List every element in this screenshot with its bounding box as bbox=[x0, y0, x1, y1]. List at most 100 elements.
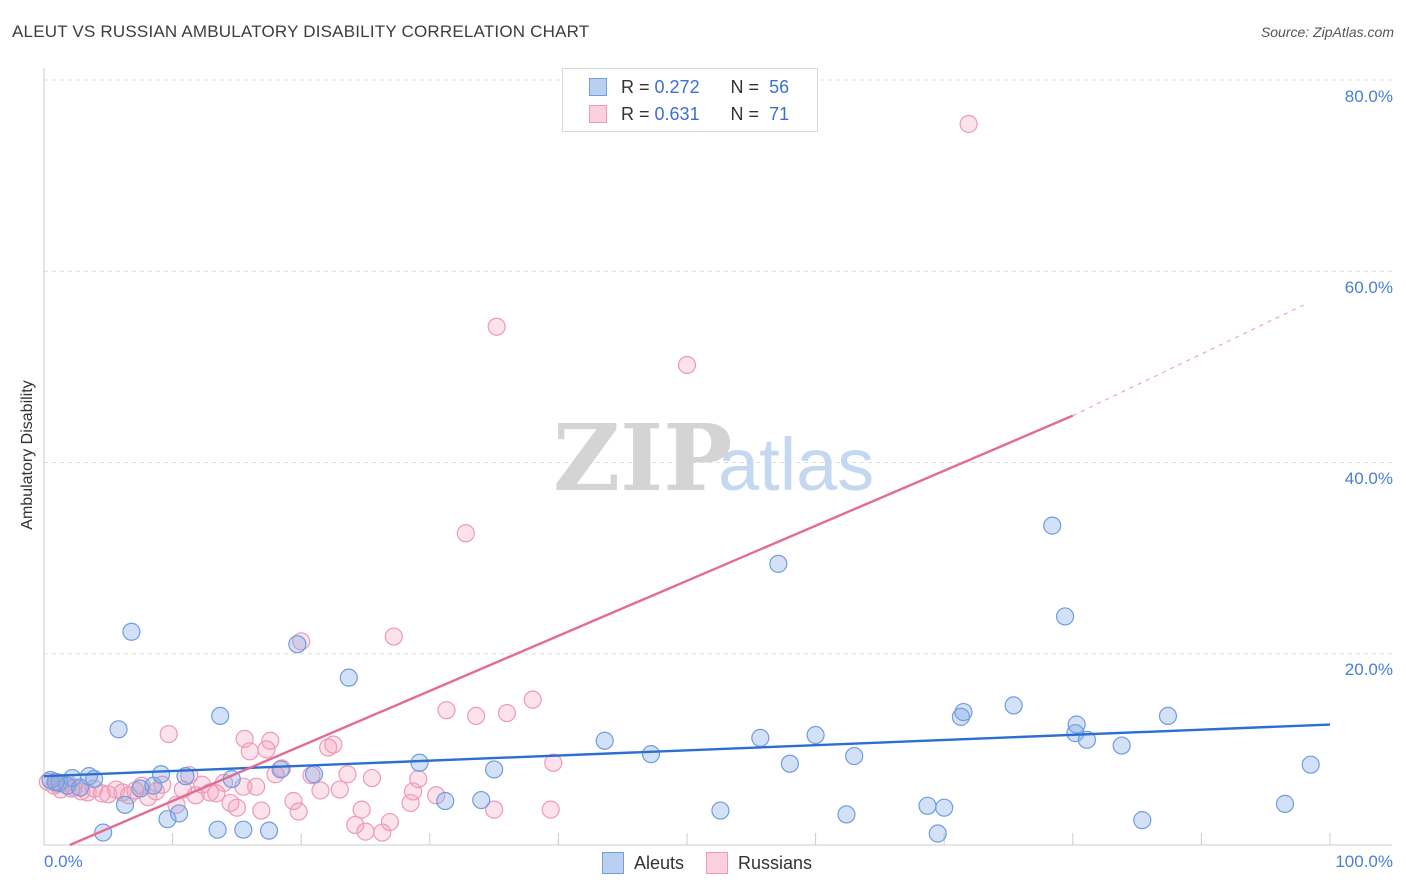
russian-point bbox=[544, 753, 563, 772]
aleut-swatch bbox=[589, 78, 607, 96]
russian-point bbox=[311, 781, 330, 800]
russian-point bbox=[497, 703, 517, 723]
aleut-point bbox=[472, 790, 491, 810]
x-tick-min: 0.0% bbox=[44, 852, 83, 871]
russian-point bbox=[289, 802, 308, 821]
aleut-point bbox=[711, 801, 730, 820]
aleut-point bbox=[837, 805, 856, 824]
russian-series bbox=[38, 114, 978, 842]
aleut-point bbox=[1301, 755, 1320, 774]
russian-point bbox=[247, 777, 266, 796]
russian-point bbox=[346, 815, 365, 835]
legend-item-russians[interactable]: Russians bbox=[706, 852, 812, 874]
aleut-point bbox=[641, 745, 661, 764]
aleut-point bbox=[158, 810, 177, 829]
aleut-point bbox=[845, 746, 864, 766]
y-axis-label: Ambulatory Disability bbox=[19, 380, 36, 530]
russian-point bbox=[257, 740, 276, 759]
russian-point bbox=[541, 800, 560, 819]
legend-r-label: R = bbox=[621, 103, 650, 124]
aleut-point bbox=[595, 731, 614, 750]
aleut-point bbox=[1112, 736, 1131, 755]
aleut-point bbox=[436, 791, 455, 811]
gridlines bbox=[44, 79, 1392, 655]
legend-row-russians: R = 0.631 N = 71 bbox=[589, 102, 789, 126]
trend-lines bbox=[43, 304, 1331, 847]
russian-point bbox=[240, 742, 259, 761]
aleut-point bbox=[271, 760, 290, 779]
aleut-point bbox=[954, 702, 973, 722]
russian-point bbox=[409, 769, 428, 789]
russian-point bbox=[319, 738, 338, 757]
aleut-point bbox=[410, 753, 429, 772]
russian-point bbox=[487, 317, 506, 336]
russian-point bbox=[523, 690, 542, 709]
russian-point bbox=[485, 800, 504, 819]
aleut-point bbox=[122, 622, 141, 641]
aleut-point bbox=[304, 765, 324, 784]
correlation-legend: R = 0.272 N = 56 R = 0.631 N = 71 bbox=[562, 68, 818, 132]
aleut-point bbox=[109, 720, 128, 739]
aleut-point bbox=[928, 824, 947, 843]
russian-point bbox=[92, 784, 111, 803]
aleut-point bbox=[769, 554, 788, 573]
aleut-point bbox=[806, 725, 825, 745]
aleut-point bbox=[918, 796, 937, 815]
russian-point bbox=[252, 801, 271, 820]
russian-point bbox=[352, 800, 371, 819]
aleut-point bbox=[1055, 607, 1075, 626]
watermark-zip: ZIP bbox=[553, 404, 732, 512]
aleut-series bbox=[41, 516, 1320, 843]
legend-r-value: 0.272 bbox=[654, 76, 700, 97]
aleut-point bbox=[339, 668, 358, 687]
russian-point bbox=[384, 627, 403, 646]
aleut-point bbox=[79, 767, 99, 786]
aleut-point bbox=[211, 706, 230, 726]
russian-point bbox=[227, 798, 246, 817]
chart-title: ALEUT VS RUSSIAN AMBULATORY DISABILITY C… bbox=[12, 22, 590, 41]
aleut-point bbox=[208, 820, 227, 839]
aleut-point bbox=[115, 795, 135, 814]
legend-r-label: R = bbox=[621, 76, 650, 97]
legend-label-russians: Russians bbox=[738, 852, 813, 873]
russian-point bbox=[284, 791, 303, 811]
aleut-point bbox=[1043, 516, 1062, 535]
russian-legend-swatch bbox=[706, 852, 729, 874]
y-tick-20: 20.0% bbox=[1344, 660, 1393, 679]
russian-point bbox=[456, 524, 475, 543]
aleut-trend-line bbox=[43, 723, 1331, 778]
aleut-point bbox=[935, 798, 954, 817]
legend-item-aleuts[interactable]: Aleuts bbox=[602, 852, 684, 874]
russian-point bbox=[959, 114, 978, 134]
y-tick-80: 80.0% bbox=[1344, 87, 1393, 106]
russian-point bbox=[466, 706, 486, 726]
legend-n-label: N = bbox=[730, 103, 760, 124]
russian-trend-extension bbox=[1072, 304, 1305, 417]
russian-point bbox=[401, 793, 420, 813]
russian-point bbox=[437, 701, 456, 720]
watermark-atlas: atlas bbox=[718, 423, 874, 506]
y-tick-60: 60.0% bbox=[1344, 278, 1393, 297]
aleut-point bbox=[1004, 696, 1023, 715]
russian-point bbox=[677, 355, 697, 375]
legend-n-value: 71 bbox=[769, 103, 790, 124]
aleut-point bbox=[151, 765, 171, 784]
axes bbox=[43, 68, 1392, 846]
russian-point bbox=[356, 822, 375, 841]
russian-swatch bbox=[589, 105, 607, 123]
russian-point bbox=[338, 765, 357, 784]
aleut-point bbox=[951, 707, 971, 726]
series-legend: Aleuts Russians bbox=[602, 852, 834, 874]
russian-point bbox=[261, 731, 280, 750]
legend-label-aleuts: Aleuts bbox=[634, 852, 685, 873]
aleut-point bbox=[46, 772, 65, 791]
russian-trend-line bbox=[69, 414, 1074, 847]
aleut-point bbox=[288, 635, 307, 654]
aleut-point bbox=[751, 728, 770, 748]
russian-point bbox=[272, 759, 292, 778]
aleut-point bbox=[1275, 794, 1295, 813]
russian-point bbox=[362, 768, 382, 788]
legend-row-aleuts: R = 0.272 N = 56 bbox=[589, 75, 789, 99]
russian-point bbox=[324, 735, 343, 754]
aleut-point bbox=[169, 804, 189, 823]
